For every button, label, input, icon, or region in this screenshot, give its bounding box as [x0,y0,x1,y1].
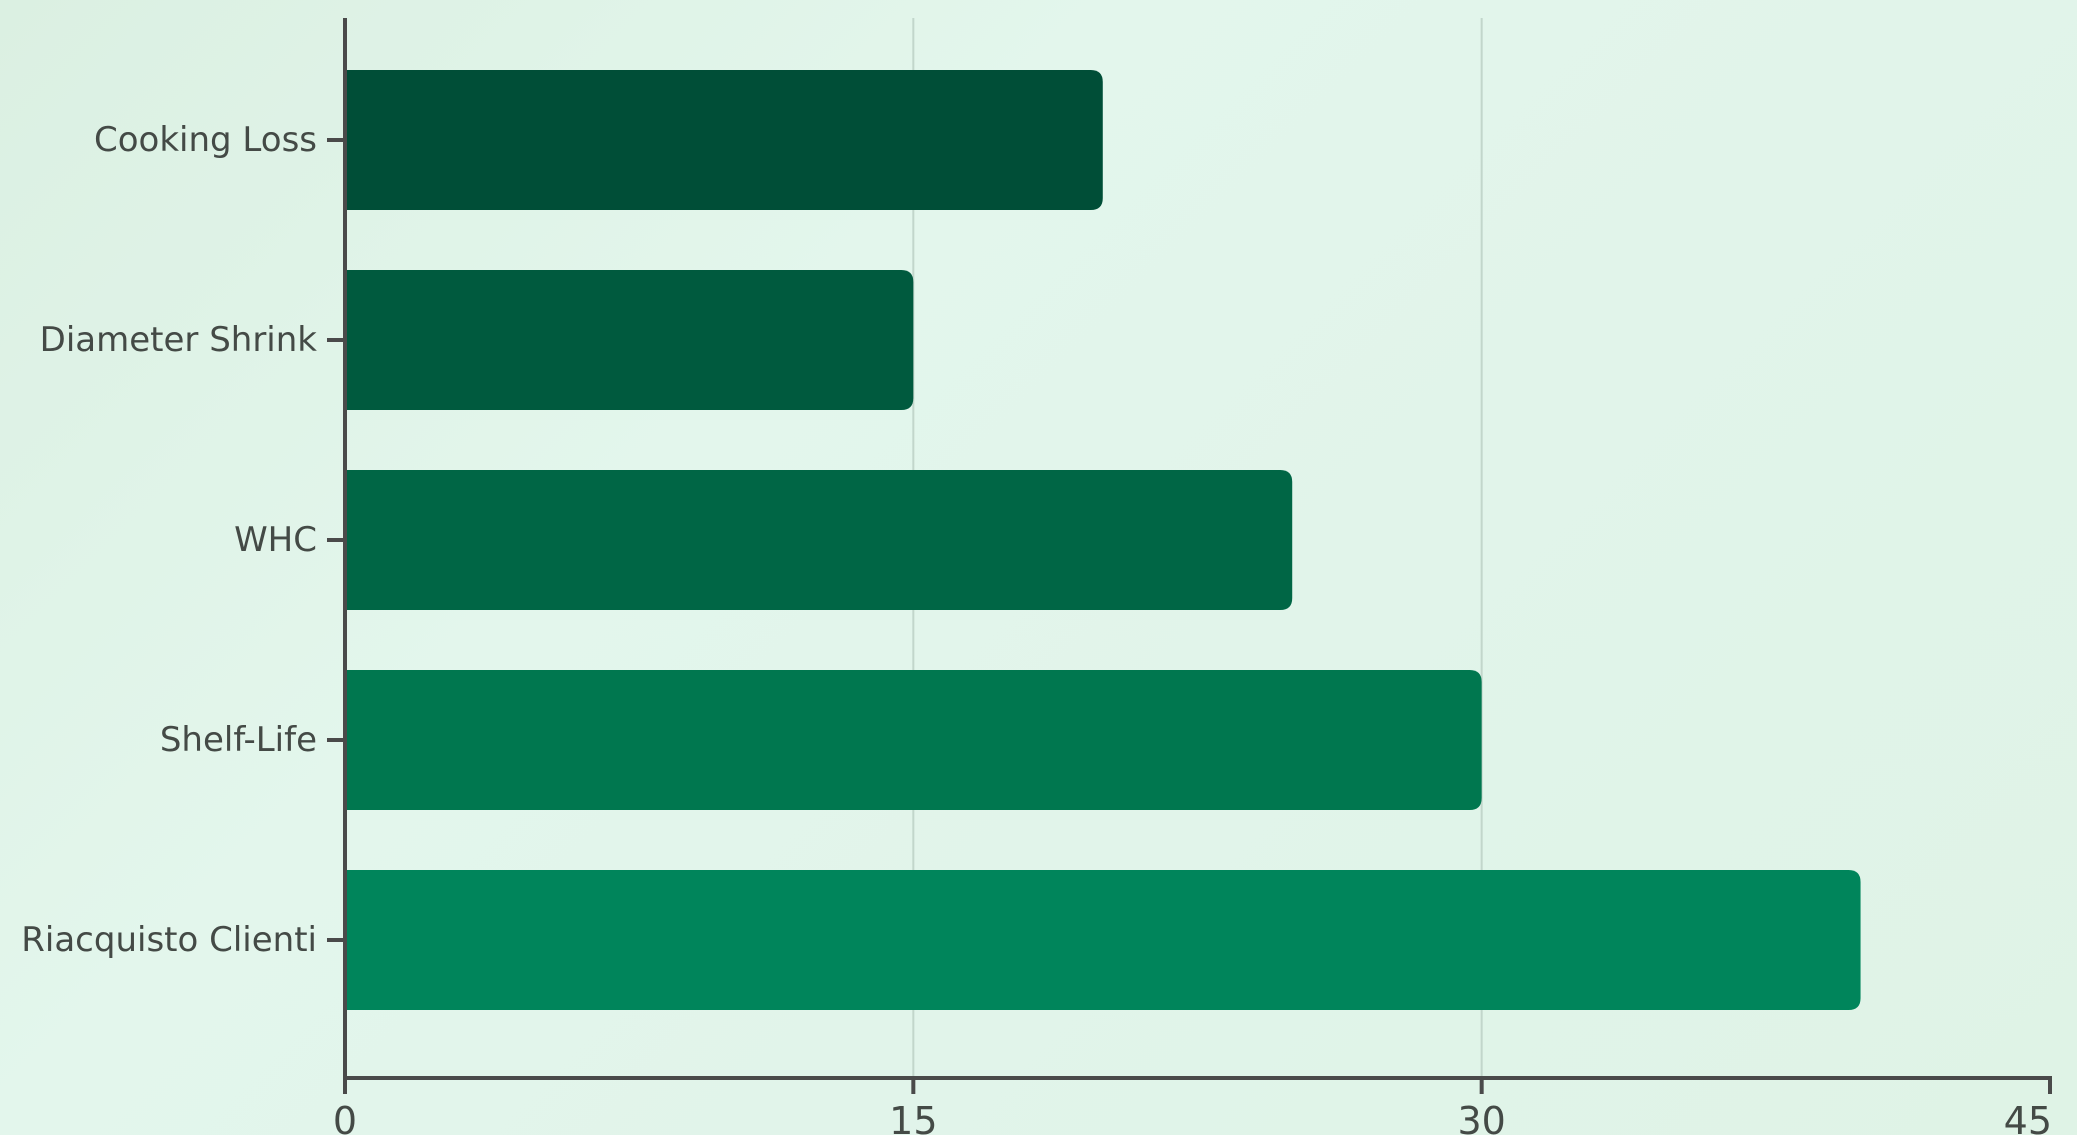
bar-cooking-loss [345,70,1103,210]
y-tick-label: Riacquisto Clienti [21,920,317,960]
bars-layer [345,70,1861,1010]
x-tick-label: 15 [889,1099,937,1135]
bar-whc [345,470,1293,610]
y-tick-label: WHC [234,520,317,560]
y-tick-label: Shelf-Life [160,720,317,760]
bar-shelf-life [345,670,1482,810]
x-tick-label: 30 [1457,1099,1505,1135]
y-tick-label: Diameter Shrink [40,320,318,360]
x-tick-label: 0 [333,1099,357,1135]
bar-riacquisto-clienti [345,870,1861,1010]
x-tick-label: 45 [2004,1099,2052,1135]
y-tick-label: Cooking Loss [94,120,317,160]
bar-diameter-shrink [345,270,914,410]
labels-layer: Cooking Loss Diameter Shrink WHC Shelf-Life… [21,120,2052,1135]
axes-layer [327,18,2052,1094]
